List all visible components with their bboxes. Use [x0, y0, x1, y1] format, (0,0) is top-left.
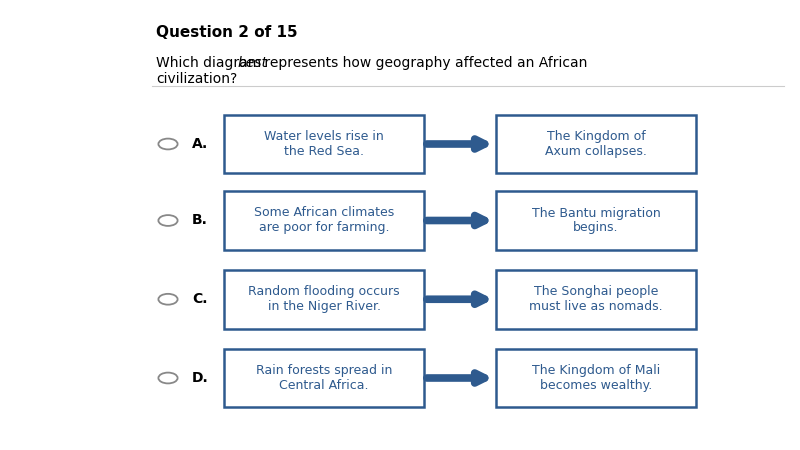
Text: The Songhai people
must live as nomads.: The Songhai people must live as nomads. [529, 285, 663, 313]
Text: D.: D. [192, 371, 209, 385]
Text: Random flooding occurs
in the Niger River.: Random flooding occurs in the Niger Rive… [248, 285, 400, 313]
Text: civilization?: civilization? [156, 72, 238, 86]
Text: represents how geography affected an African: represents how geography affected an Afr… [261, 56, 588, 70]
FancyBboxPatch shape [224, 270, 424, 328]
Text: The Kingdom of
Axum collapses.: The Kingdom of Axum collapses. [545, 130, 647, 158]
Text: The Kingdom of Mali
becomes wealthy.: The Kingdom of Mali becomes wealthy. [532, 364, 660, 392]
FancyBboxPatch shape [496, 191, 696, 250]
Text: C.: C. [192, 292, 207, 306]
Text: Some African climates
are poor for farming.: Some African climates are poor for farmi… [254, 207, 394, 234]
Text: Rain forests spread in
Central Africa.: Rain forests spread in Central Africa. [256, 364, 392, 392]
Text: Water levels rise in
the Red Sea.: Water levels rise in the Red Sea. [264, 130, 384, 158]
FancyBboxPatch shape [224, 115, 424, 173]
FancyBboxPatch shape [496, 270, 696, 328]
FancyBboxPatch shape [496, 349, 696, 407]
Text: The Bantu migration
begins.: The Bantu migration begins. [532, 207, 660, 234]
FancyBboxPatch shape [224, 349, 424, 407]
Text: best: best [237, 56, 267, 70]
Text: A.: A. [192, 137, 208, 151]
FancyBboxPatch shape [496, 115, 696, 173]
Text: Question 2 of 15: Question 2 of 15 [156, 25, 298, 40]
FancyBboxPatch shape [224, 191, 424, 250]
Text: Which diagram: Which diagram [156, 56, 266, 70]
Text: B.: B. [192, 213, 208, 228]
